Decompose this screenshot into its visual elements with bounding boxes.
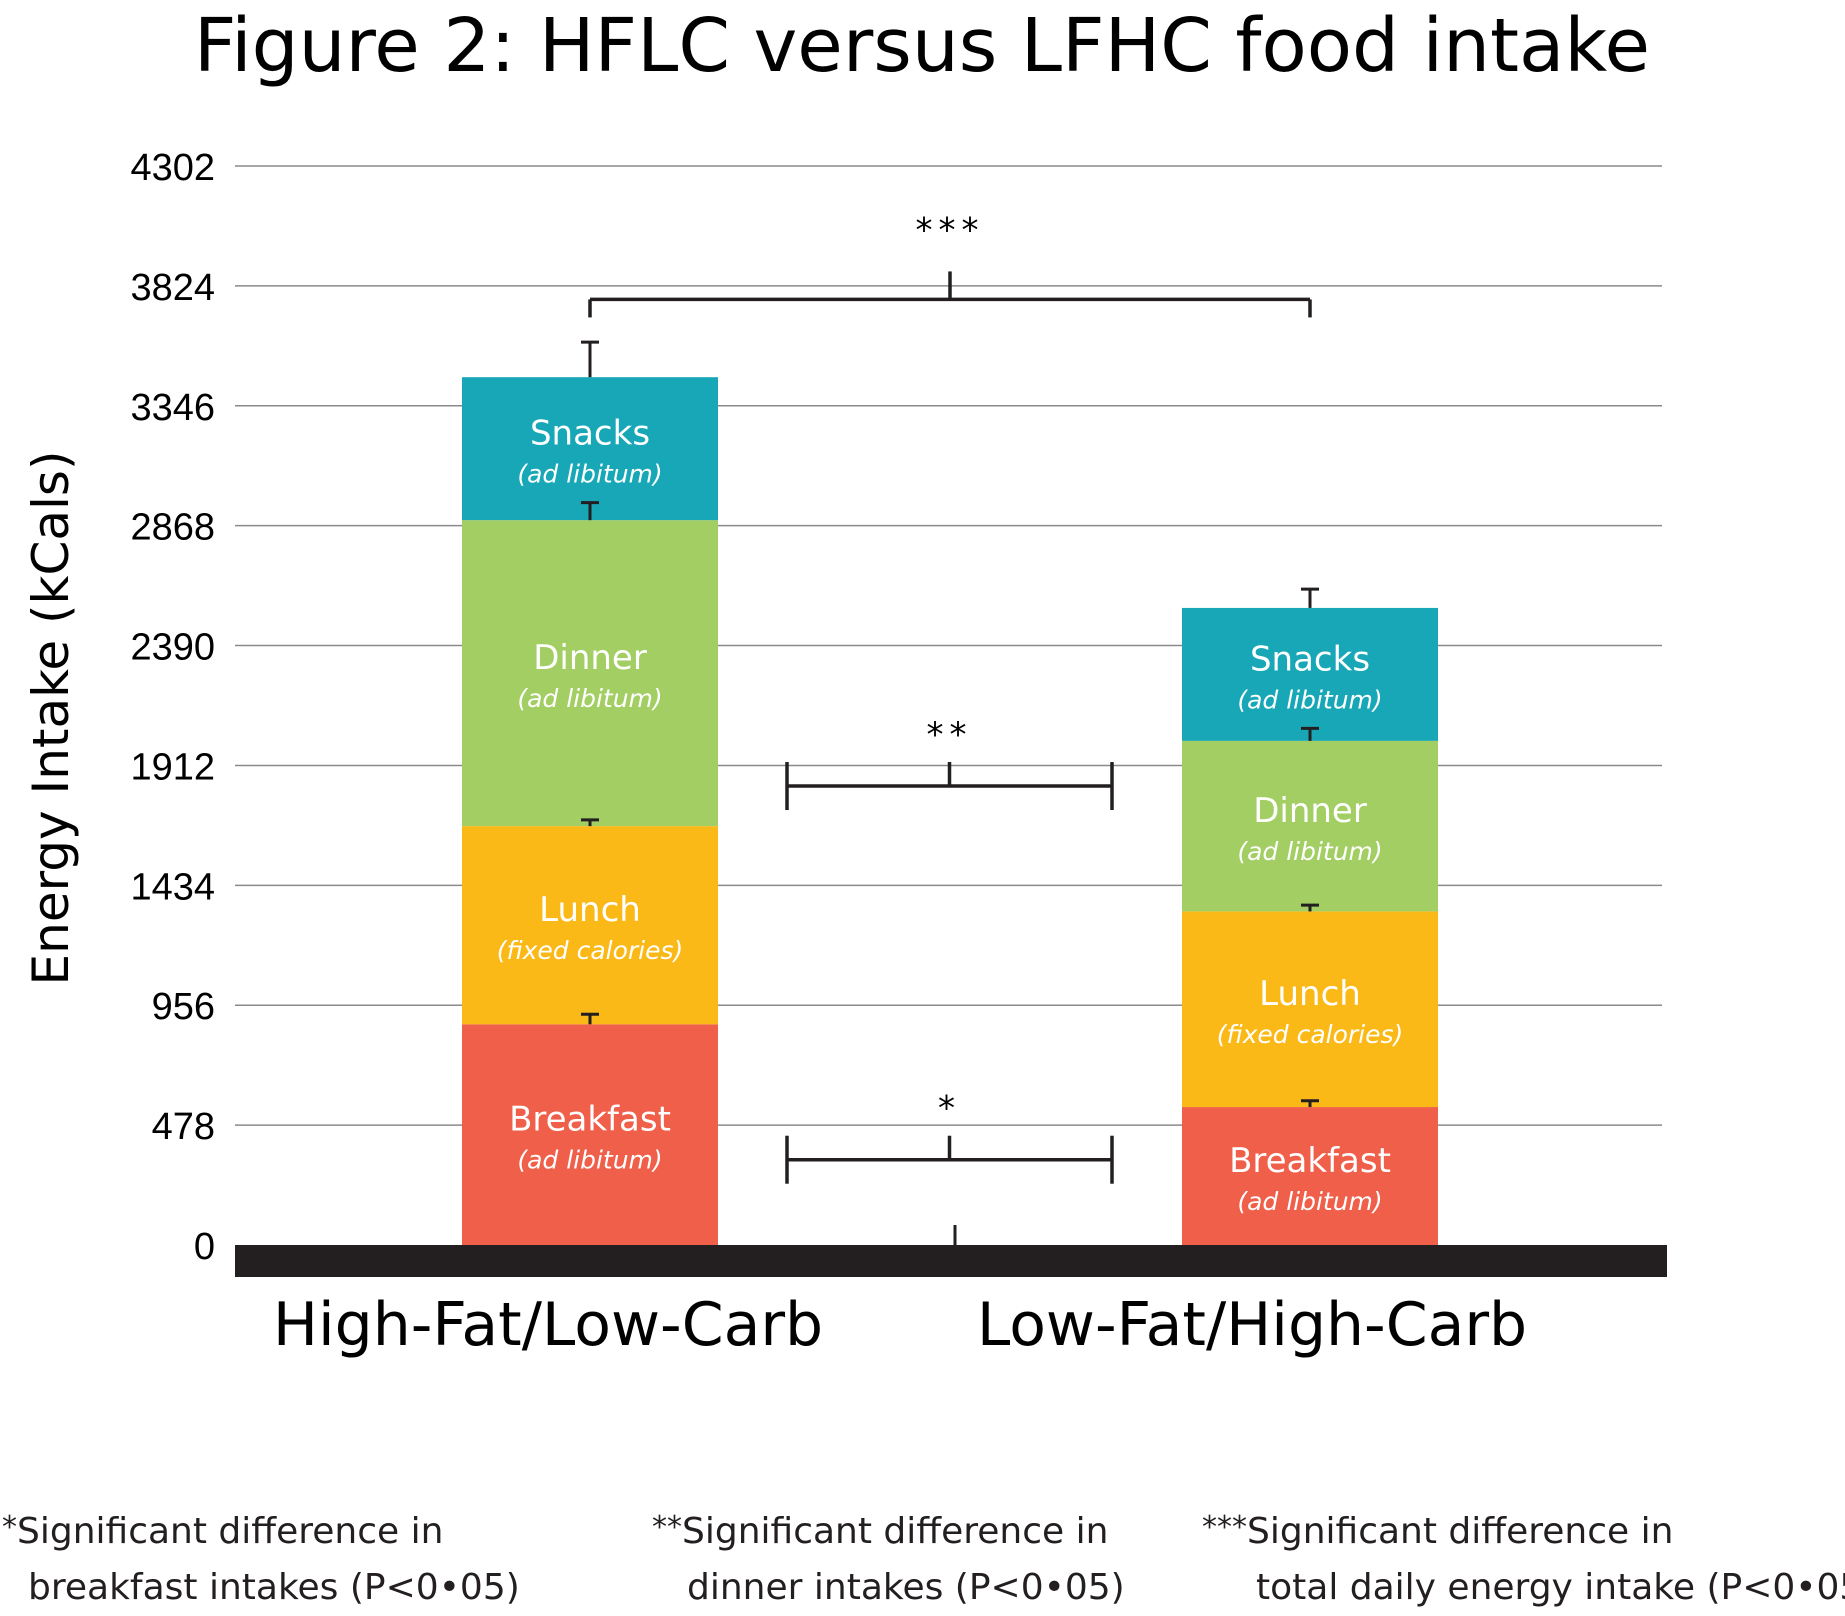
x-axis-baseline [235, 1245, 1667, 1277]
y-tick-label: 2868 [130, 507, 215, 549]
segment-note: (ad libitum) [1237, 1187, 1382, 1216]
footnote-3: ***Significant difference in total daily… [1202, 1500, 1845, 1616]
segment-note: (ad libitum) [517, 460, 662, 489]
category-label: Low-Fat/High-Carb [977, 1290, 1527, 1360]
bar-segment-dinner [462, 520, 718, 827]
bar-segment-snacks [1182, 607, 1438, 741]
segment-note: (ad libitum) [1237, 685, 1382, 714]
segment-label: Breakfast [1229, 1141, 1391, 1181]
significance-brackets: ****** [588, 210, 1312, 1184]
y-tick-label: 3346 [130, 387, 215, 429]
category-labels: High-Fat/Low-Carb Low-Fat/High-Carb [273, 1290, 1527, 1360]
significance-stars: *** [916, 210, 985, 250]
segment-note: (ad libitum) [517, 1146, 662, 1175]
segment-label: Lunch [1259, 974, 1361, 1014]
category-label: High-Fat/Low-Carb [273, 1290, 823, 1360]
footnote-1-stars: * [2, 1510, 17, 1545]
bars: Breakfast (ad libitum) Lunch (fixed calorie… [462, 340, 1438, 1245]
bar-segment-snacks [462, 377, 718, 521]
footnote-1: *Significant difference in breakfast int… [2, 1500, 520, 1616]
footnote-3-line2: total daily energy intake (P<0•05) [1256, 1567, 1845, 1608]
y-tick-label: 1912 [130, 746, 215, 788]
bar-segment-dinner [1182, 740, 1438, 912]
bar-segment-lunch [462, 826, 718, 1025]
footnote-1-line1: Significant difference in [17, 1511, 444, 1552]
segment-label: Snacks [530, 414, 650, 454]
y-tick-label: 956 [152, 986, 215, 1028]
footnote-2-line2: dinner intakes (P<0•05) [687, 1567, 1125, 1608]
footnote-3-stars: *** [1202, 1510, 1247, 1545]
segment-note: (fixed calories) [1217, 1020, 1404, 1049]
y-tick-labels: 0 478 956 1434 1912 2390 2868 3346 3824 4302 [130, 147, 215, 1268]
gridlines [235, 165, 1662, 1126]
segment-label: Dinner [533, 638, 647, 678]
y-tick-label: 2390 [130, 627, 215, 669]
significance-stars: * [938, 1089, 961, 1129]
segment-note: (fixed calories) [497, 936, 684, 965]
y-axis-label: Energy Intake (kCals) [22, 451, 80, 986]
footnote-3-line1: Significant difference in [1247, 1511, 1674, 1552]
y-tick-label: 478 [152, 1106, 215, 1148]
segment-label: Dinner [1253, 791, 1367, 831]
segment-note: (ad libitum) [517, 684, 662, 713]
segment-label: Snacks [1250, 639, 1370, 679]
y-tick-label: 0 [194, 1226, 215, 1268]
y-tick-label: 1434 [130, 866, 215, 908]
segment-label: Breakfast [509, 1100, 671, 1140]
bar-segment-lunch [1182, 911, 1438, 1108]
segment-label: Lunch [539, 890, 641, 930]
bar-segment-breakfast [462, 1024, 718, 1245]
significance-stars: ** [927, 715, 973, 755]
bar-segment-breakfast [1182, 1107, 1438, 1245]
footnote-1-line2: breakfast intakes (P<0•05) [28, 1567, 520, 1608]
y-tick-label: 3824 [130, 267, 215, 309]
footnote-2-line1: Significant difference in [682, 1511, 1109, 1552]
segment-note: (ad libitum) [1237, 837, 1382, 866]
footnote-2: **Significant difference in dinner intak… [652, 1500, 1125, 1616]
chart-title: Figure 2: HFLC versus LFHC food intake [194, 3, 1650, 89]
footnote-2-stars: ** [652, 1510, 682, 1545]
y-tick-label: 4302 [130, 147, 215, 189]
